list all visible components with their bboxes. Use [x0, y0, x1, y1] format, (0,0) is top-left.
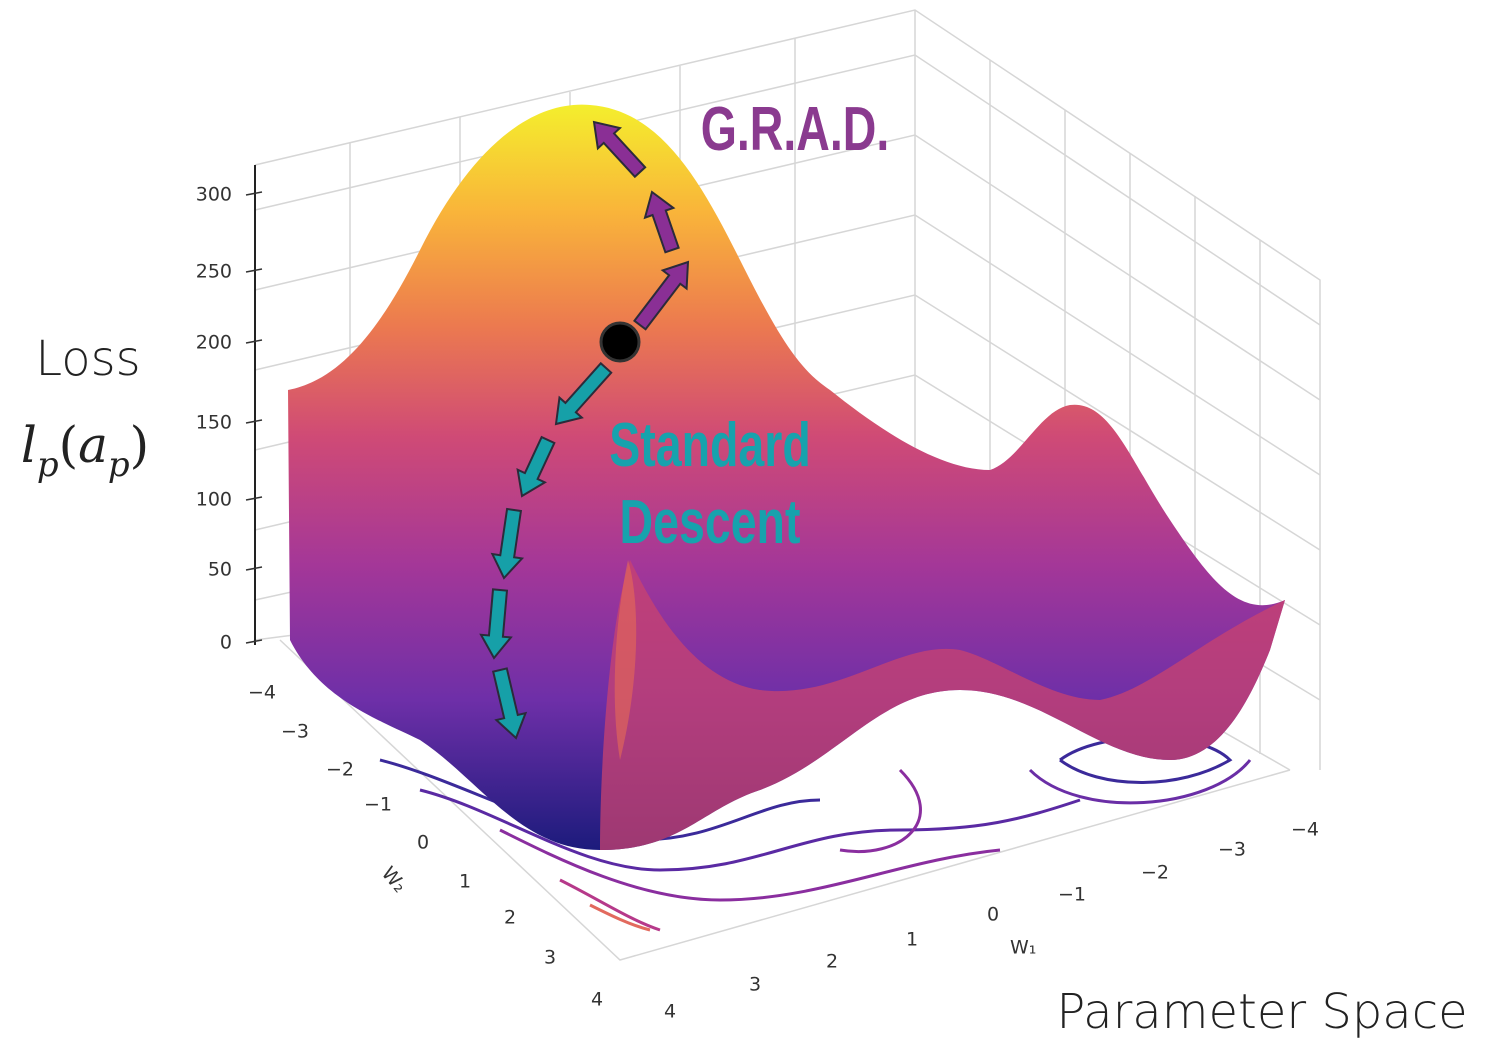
ascent-label: G.R.A.D. [701, 93, 890, 163]
w1-tick-label: 4 [664, 1001, 676, 1023]
z-tick-label: 250 [196, 261, 232, 283]
start-point [601, 323, 639, 361]
w1-tick-label: 1 [906, 929, 918, 951]
z-tick-label: 0 [220, 632, 232, 654]
w2-tick-label: 2 [504, 907, 516, 929]
w2-tick-label: −2 [326, 759, 354, 781]
w2-tick-label: 4 [591, 989, 603, 1011]
descent-label: Descent [620, 486, 801, 556]
w2-tick-label: 1 [459, 871, 471, 893]
formula-part: ) [130, 416, 150, 474]
loss-label: Loss [35, 331, 140, 387]
w1-tick-label: 0 [987, 904, 999, 926]
z-tick-label: 100 [196, 489, 232, 511]
w2-tick-label: −1 [364, 794, 392, 816]
w1-tick-label: −1 [1058, 884, 1086, 906]
w2-axis-label: W₂ [377, 863, 411, 897]
w2-tick-label: −4 [248, 682, 276, 704]
formula-part: p [108, 445, 130, 485]
z-tick-label: 200 [196, 332, 232, 354]
formula-part: a [78, 416, 108, 474]
w2-tick-label: −3 [281, 721, 309, 743]
formula-part: ( [59, 416, 79, 474]
formula-part: p [37, 445, 59, 485]
w2-tick-label: 0 [417, 832, 429, 854]
z-tick-label: 300 [196, 184, 232, 206]
z-tick-label: 50 [208, 559, 232, 581]
w1-tick-label: −4 [1291, 819, 1319, 841]
w1-tick-label: −3 [1218, 839, 1246, 861]
w1-axis-label: W₁ [1010, 937, 1036, 959]
z-tick-label: 150 [196, 412, 232, 434]
w2-tick-label: 3 [544, 947, 556, 969]
descent-label: Standard [609, 409, 811, 479]
w1-tick-label: 3 [749, 974, 761, 996]
loss-formula: lp(ap) [21, 416, 149, 485]
figure: G.R.A.D. Standard Descent Loss lp(ap) Pa… [0, 0, 1497, 1043]
w1-tick-label: −2 [1141, 862, 1169, 884]
formula-part: l [21, 416, 37, 474]
w1-tick-label: 2 [826, 951, 838, 973]
parameter-label: Parameter Space [1056, 984, 1467, 1040]
